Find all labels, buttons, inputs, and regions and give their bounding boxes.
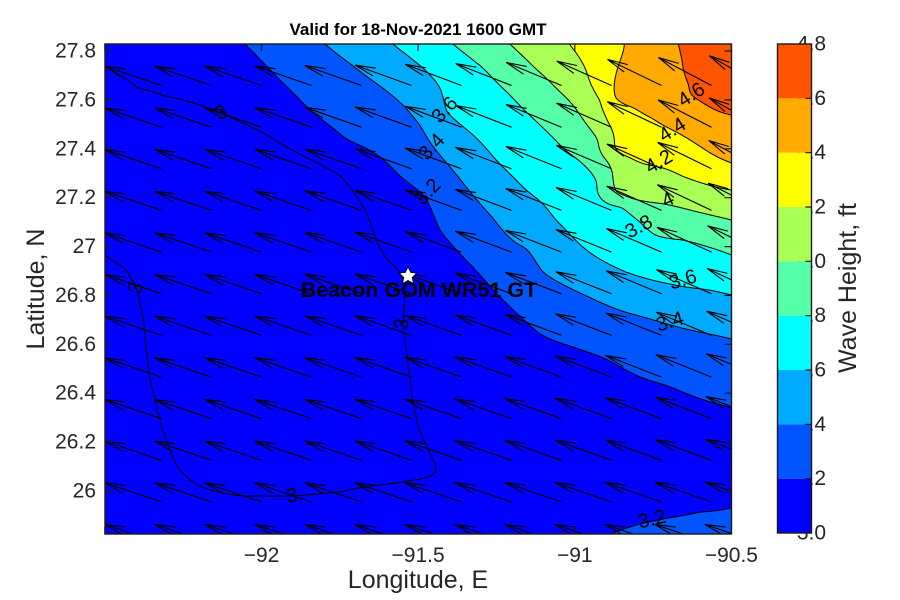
svg-text:−91.5: −91.5 (392, 544, 445, 567)
svg-text:26.2: 26.2 (55, 431, 96, 454)
svg-text:Valid for 18-Nov-2021 1600 GMT: Valid for 18-Nov-2021 1600 GMT (290, 20, 548, 39)
svg-text:3: 3 (390, 317, 413, 330)
svg-text:−92: −92 (244, 544, 280, 567)
svg-text:27: 27 (73, 235, 96, 258)
svg-text:27.6: 27.6 (55, 88, 96, 111)
svg-text:26.8: 26.8 (55, 284, 96, 307)
svg-text:Latitude, N: Latitude, N (22, 229, 50, 350)
svg-text:−91: −91 (557, 544, 593, 567)
svg-text:3: 3 (285, 484, 298, 507)
svg-text:Beacon GOM WR51 GT: Beacon GOM WR51 GT (301, 278, 538, 302)
svg-text:27.8: 27.8 (55, 40, 96, 63)
svg-text:27.4: 27.4 (55, 137, 96, 160)
svg-text:Wave Height, ft: Wave Height, ft (834, 203, 862, 373)
svg-text:−90.5: −90.5 (705, 544, 758, 567)
svg-text:26.6: 26.6 (55, 333, 96, 356)
svg-text:26.4: 26.4 (55, 382, 96, 405)
svg-text:27.2: 27.2 (55, 186, 96, 209)
svg-text:26: 26 (73, 480, 96, 503)
svg-text:Longitude, E: Longitude, E (348, 566, 488, 594)
svg-text:3: 3 (124, 280, 148, 296)
